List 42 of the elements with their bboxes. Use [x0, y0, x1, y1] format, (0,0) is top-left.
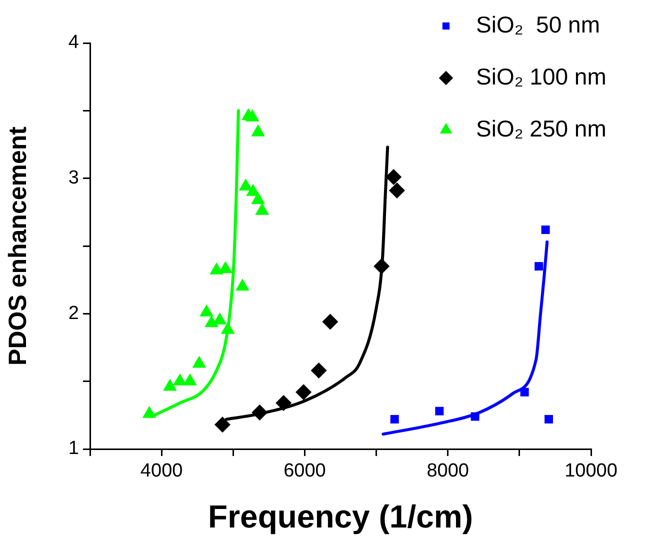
y-tick-label: 3	[68, 168, 79, 189]
point	[255, 202, 269, 215]
point	[172, 373, 187, 386]
line-series	[382, 240, 549, 436]
point	[212, 312, 227, 324]
point	[218, 261, 232, 274]
point	[220, 322, 235, 334]
y-tick-label: 2	[68, 302, 79, 324]
y-tick-label: 4	[68, 32, 80, 54]
point	[163, 378, 177, 391]
point	[276, 394, 292, 411]
point	[296, 384, 312, 400]
x-tick-label: 4000	[140, 460, 183, 482]
point	[544, 414, 554, 424]
point	[192, 356, 206, 368]
point	[210, 262, 224, 274]
point	[310, 362, 327, 379]
legend-label: SiO₂ 250 nm	[476, 115, 606, 142]
x-axis-title: Frequency (1/cm)	[208, 498, 473, 535]
point	[322, 314, 338, 330]
point	[251, 124, 265, 136]
point	[238, 178, 253, 190]
point	[251, 192, 265, 204]
y-tick-label: 1	[68, 438, 79, 460]
point	[200, 304, 214, 316]
legend-label: SiO₂ 50 nm	[476, 11, 600, 38]
x-tick-label: 6000	[284, 460, 326, 482]
point	[520, 388, 529, 396]
point	[182, 373, 197, 386]
point	[470, 412, 480, 421]
point	[246, 184, 260, 196]
point	[236, 278, 250, 291]
point	[214, 416, 230, 433]
point	[245, 109, 260, 122]
y-axis-title: PDOS enhancement	[4, 126, 32, 366]
point	[435, 406, 444, 416]
point	[252, 404, 268, 420]
x-tick-label: 8000	[426, 460, 469, 482]
x-tick-label: 10000	[564, 460, 618, 482]
legend-label: SiO₂ 100 nm	[476, 63, 606, 90]
point	[142, 406, 156, 418]
point	[390, 414, 399, 424]
